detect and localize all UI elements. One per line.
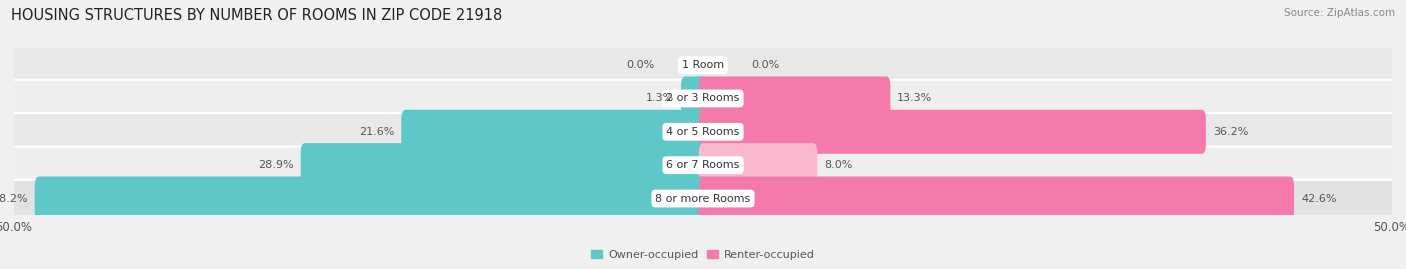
Text: HOUSING STRUCTURES BY NUMBER OF ROOMS IN ZIP CODE 21918: HOUSING STRUCTURES BY NUMBER OF ROOMS IN… [11, 8, 502, 23]
Text: 28.9%: 28.9% [259, 160, 294, 170]
FancyBboxPatch shape [13, 113, 1393, 150]
FancyBboxPatch shape [13, 180, 1393, 217]
Text: 0.0%: 0.0% [627, 60, 655, 70]
Text: 1.3%: 1.3% [645, 93, 673, 104]
Text: 4 or 5 Rooms: 4 or 5 Rooms [666, 127, 740, 137]
Legend: Owner-occupied, Renter-occupied: Owner-occupied, Renter-occupied [592, 250, 814, 260]
FancyBboxPatch shape [35, 176, 707, 221]
FancyBboxPatch shape [401, 110, 707, 154]
FancyBboxPatch shape [699, 110, 1206, 154]
Text: 21.6%: 21.6% [359, 127, 394, 137]
FancyBboxPatch shape [699, 143, 817, 187]
Text: 0.0%: 0.0% [751, 60, 779, 70]
FancyBboxPatch shape [13, 47, 1393, 84]
Text: Source: ZipAtlas.com: Source: ZipAtlas.com [1284, 8, 1395, 18]
Text: 13.3%: 13.3% [897, 93, 932, 104]
FancyBboxPatch shape [699, 76, 890, 121]
FancyBboxPatch shape [13, 147, 1393, 184]
Text: 8.0%: 8.0% [824, 160, 852, 170]
Text: 8 or more Rooms: 8 or more Rooms [655, 193, 751, 204]
FancyBboxPatch shape [13, 80, 1393, 117]
FancyBboxPatch shape [301, 143, 707, 187]
Text: 48.2%: 48.2% [0, 193, 28, 204]
Text: 2 or 3 Rooms: 2 or 3 Rooms [666, 93, 740, 104]
Text: 42.6%: 42.6% [1301, 193, 1337, 204]
FancyBboxPatch shape [681, 76, 707, 121]
Text: 36.2%: 36.2% [1213, 127, 1249, 137]
Text: 6 or 7 Rooms: 6 or 7 Rooms [666, 160, 740, 170]
FancyBboxPatch shape [699, 176, 1294, 221]
Text: 1 Room: 1 Room [682, 60, 724, 70]
